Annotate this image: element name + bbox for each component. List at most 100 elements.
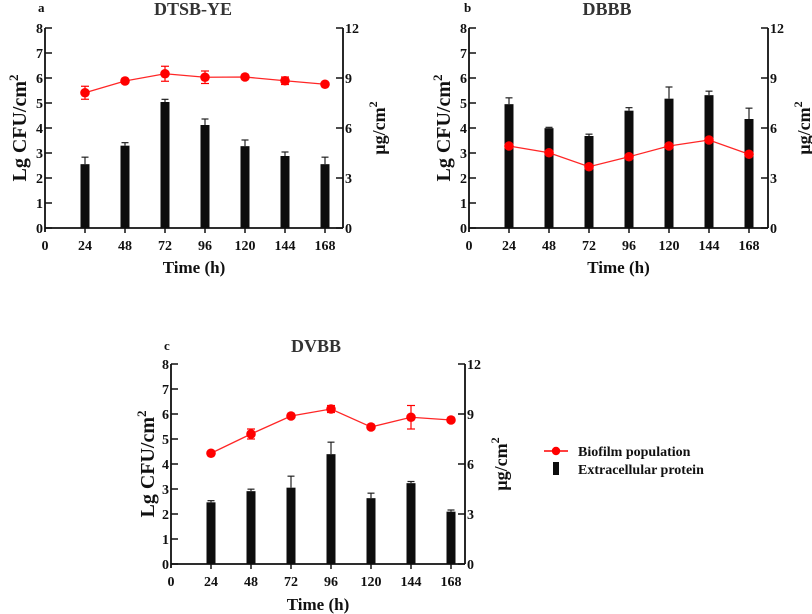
y-left-tick-label: 7 — [460, 47, 467, 62]
bar — [446, 511, 456, 564]
y-left-tick-label: 4 — [460, 122, 467, 137]
x-tick-label: 168 — [441, 575, 462, 590]
chart-title: DVBB — [291, 336, 341, 356]
data-point — [624, 151, 634, 162]
y-right-tick-label: 9 — [345, 72, 352, 87]
data-point — [200, 72, 210, 83]
y-right-tick-label: 6 — [770, 122, 777, 137]
y-axis-title-left-sup: 2 — [430, 74, 445, 81]
y-right-tick-label: 3 — [467, 508, 474, 523]
y-axis-title-left-text: Lg CFU/cm — [137, 417, 159, 518]
y-right-tick-label: 9 — [467, 408, 474, 423]
y-axis-title-right-sup: 2 — [488, 437, 502, 443]
x-tick-label: 48 — [118, 239, 132, 254]
x-tick-label: 48 — [542, 239, 556, 254]
bar — [320, 164, 330, 228]
y-left-tick-label: 4 — [162, 458, 169, 473]
x-tick-label: 72 — [582, 239, 596, 254]
x-tick-label: 96 — [622, 239, 636, 254]
y-right-tick-label: 0 — [345, 222, 352, 237]
bar — [406, 483, 416, 564]
x-tick-label: 0 — [168, 575, 175, 590]
x-tick-label: 168 — [315, 239, 336, 254]
bar — [624, 110, 634, 228]
x-axis-title: Time (h) — [287, 595, 350, 614]
y-left-tick-label: 6 — [460, 72, 467, 87]
data-point — [206, 448, 216, 459]
y-axis-title-right-text: μg/cm — [369, 107, 389, 154]
y-left-tick-label: 8 — [162, 358, 169, 373]
bar — [80, 164, 90, 228]
y-axis-title-left-text: Lg CFU/cm — [433, 81, 455, 182]
bar — [744, 119, 754, 228]
y-right-tick-label: 0 — [467, 558, 474, 573]
y-right-tick-label: 3 — [770, 172, 777, 187]
y-left-tick-label: 3 — [36, 147, 43, 162]
y-left-tick-label: 1 — [162, 533, 169, 548]
y-left-tick-label: 2 — [162, 508, 169, 523]
bar — [240, 146, 250, 228]
y-axis-title-right-sup: 2 — [791, 101, 805, 107]
data-point — [446, 415, 456, 425]
y-left-tick-label: 3 — [460, 147, 467, 162]
data-point — [704, 135, 714, 145]
y-axis-title-right: μg/cm2 — [488, 437, 511, 490]
x-tick-label: 144 — [275, 239, 296, 254]
x-tick-label: 0 — [42, 239, 49, 254]
data-point — [246, 429, 256, 439]
y-axis-title-left: Lg CFU/cm2 — [134, 410, 159, 517]
bar — [326, 454, 336, 564]
legend-label-protein: Extracellular protein — [578, 463, 704, 478]
x-tick-label: 120 — [659, 239, 680, 254]
y-axis-title-left-sup: 2 — [134, 410, 149, 417]
bar — [664, 98, 674, 229]
x-tick-label: 72 — [158, 239, 172, 254]
y-axis-title-left: Lg CFU/cm2 — [430, 74, 455, 181]
legend: Biofilm population Extracellular protein — [544, 445, 704, 478]
panel-label: b — [464, 0, 471, 15]
y-right-tick-label: 12 — [467, 358, 481, 373]
y-left-tick-label: 0 — [460, 222, 467, 237]
y-left-tick-label: 6 — [162, 408, 169, 423]
y-left-tick-label: 4 — [36, 122, 43, 137]
bar — [504, 104, 514, 228]
y-axis-title-left-text: Lg CFU/cm — [9, 81, 31, 182]
data-point — [744, 149, 754, 160]
x-tick-label: 96 — [324, 575, 338, 590]
bar — [584, 136, 594, 228]
data-point — [406, 412, 416, 423]
x-tick-label: 120 — [361, 575, 382, 590]
y-left-tick-label: 7 — [162, 383, 169, 398]
y-right-tick-label: 3 — [345, 172, 352, 187]
chart-title: DTSB-YE — [154, 0, 232, 19]
y-left-tick-label: 0 — [36, 222, 43, 237]
bar — [286, 487, 296, 564]
x-tick-label: 72 — [284, 575, 298, 590]
panel-label: c — [164, 338, 170, 353]
y-axis-title-right-sup: 2 — [366, 101, 380, 107]
panel-label: a — [38, 0, 45, 15]
y-right-tick-label: 12 — [770, 22, 784, 37]
data-point — [80, 87, 90, 98]
y-axis-title-right: μg/cm2 — [791, 101, 812, 154]
x-tick-label: 48 — [244, 575, 258, 590]
x-tick-label: 144 — [401, 575, 422, 590]
data-point — [664, 141, 674, 151]
bar — [280, 156, 290, 228]
data-point — [326, 404, 336, 414]
data-point — [584, 161, 594, 172]
y-left-tick-label: 8 — [460, 22, 467, 37]
x-tick-label: 24 — [78, 239, 92, 254]
y-left-tick-label: 2 — [36, 172, 43, 187]
y-axis-title-right-text: μg/cm — [491, 443, 511, 490]
data-point — [544, 147, 554, 158]
legend-bar-swatch — [553, 462, 559, 475]
x-tick-label: 24 — [502, 239, 516, 254]
y-left-tick-label: 2 — [460, 172, 467, 187]
y-right-tick-label: 6 — [345, 122, 352, 137]
data-point — [120, 76, 130, 86]
legend-label-biofilm: Biofilm population — [578, 445, 691, 460]
